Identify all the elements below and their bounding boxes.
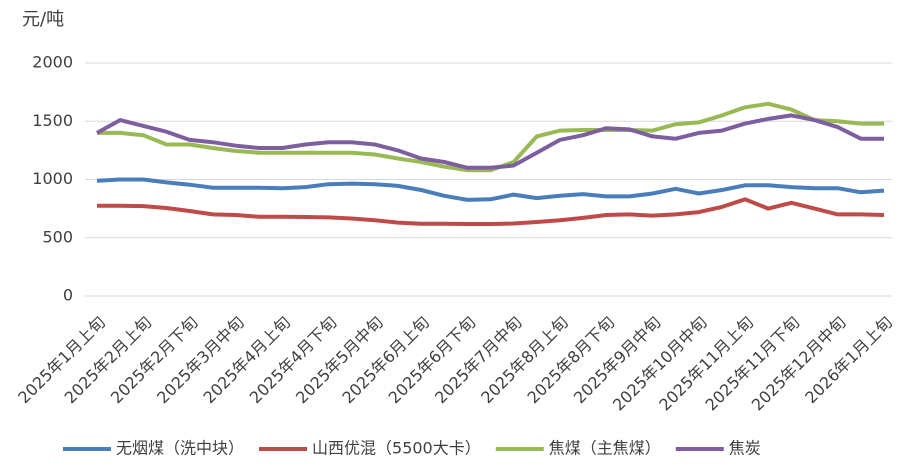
y-tick-label: 500 [42,227,73,246]
y-tick-label: 2000 [32,53,73,72]
y-tick-label: 1500 [32,111,73,130]
series-line [96,113,884,170]
legend: 无烟煤（洗中块） 山西优混（5500大卡） 焦煤（主焦煤） 焦炭 [63,439,761,458]
series-line [97,197,885,226]
legend-label: 焦煤（主焦煤） [549,439,661,458]
series-line [97,101,884,173]
y-tick-label: 0 [63,286,73,305]
legend-label: 焦炭 [729,439,761,458]
legend-label: 山西优混（5500大卡） [312,439,481,458]
series-line [96,177,885,202]
y-axis-label: 元/吨 [22,9,64,30]
y-tick-label: 1000 [32,169,73,188]
legend-label: 无烟煤（洗中块） [116,439,244,458]
